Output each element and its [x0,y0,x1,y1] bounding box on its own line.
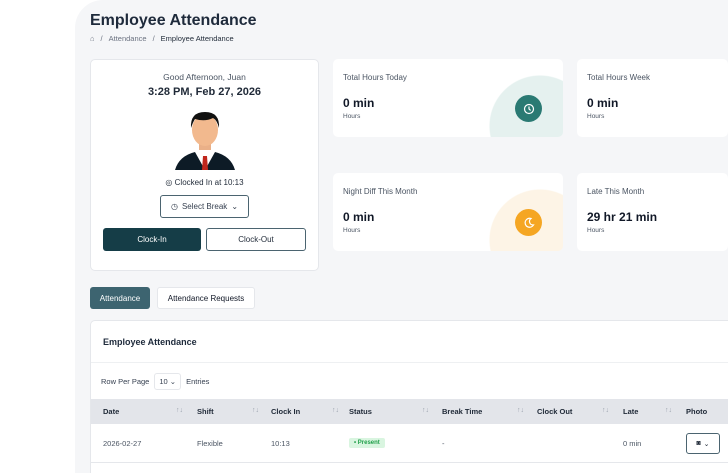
chevron-down-icon: ⌄ [231,202,239,211]
col-shift[interactable]: Shift [197,407,214,416]
rows-per-page-select[interactable]: 10 ⌄ [154,373,182,390]
home-icon[interactable]: ⌂ [90,34,95,43]
page-title: Employee Attendance [90,12,257,29]
breadcrumb: ⌂ / Attendance / Employee Attendance [90,34,234,43]
clock-icon: ◷ [170,202,178,211]
breadcrumb-current: Employee Attendance [160,34,234,43]
col-photo: Photo [686,407,708,416]
sort-icon[interactable]: ↑↓ [332,407,339,414]
sort-icon[interactable]: ↑↓ [665,407,672,414]
profile-card: Good Afternoon, Juan 3:28 PM, Feb 27, 20… [90,59,319,271]
col-late[interactable]: Late [623,407,639,416]
stat-total-hours-today: Total Hours Today 0 min Hours [333,59,563,137]
stat-total-hours-week: Total Hours Week 0 min Hours [577,59,728,137]
clock-in-button[interactable]: Clock-In [103,228,201,251]
clocked-in-status: ◎ Clocked In at 10:13 [165,178,244,187]
avatar [174,112,235,170]
table-title: Employee Attendance [103,337,197,347]
stat-night-diff: Night Diff This Month 0 min Hours [333,173,563,251]
sort-icon[interactable]: ↑↓ [176,407,183,414]
fingerprint-icon: ◎ [165,178,173,187]
col-clock-in[interactable]: Clock In [271,407,301,416]
divider [91,362,728,363]
tab-attendance[interactable]: Attendance [90,287,150,309]
status-badge: • Present [349,437,385,448]
select-break-dropdown[interactable]: ◷ Select Break ⌄ [160,195,249,218]
camera-icon: ◙ [696,440,701,447]
sort-icon[interactable]: ↑↓ [252,407,259,414]
current-datetime: 3:28 PM, Feb 27, 2026 [147,86,262,98]
stat-late-this-month: Late This Month 29 hr 21 min Hours [577,173,728,251]
col-break-time[interactable]: Break Time [442,407,483,416]
sort-icon[interactable]: ↑↓ [517,407,524,414]
table-row: 2026-02-27 Flexible 10:13 • Present - 0 … [91,424,728,463]
attendance-table-card: Employee Attendance Row Per Page 10 ⌄ En… [90,320,728,473]
photo-dropdown-button[interactable]: ◙ ⌄ [686,433,720,454]
sort-icon[interactable]: ↑↓ [422,407,429,414]
rows-per-page: Row Per Page 10 ⌄ Entries [101,373,209,390]
col-date[interactable]: Date [103,407,120,416]
clock-icon [515,95,542,122]
col-clock-out[interactable]: Clock Out [537,407,573,416]
greeting: Good Afternoon, Juan [163,72,246,82]
breadcrumb-attendance[interactable]: Attendance [108,34,147,43]
sort-icon[interactable]: ↑↓ [602,407,609,414]
chevron-down-icon: ⌄ [703,440,710,448]
col-status[interactable]: Status [349,407,372,416]
table-header: Date ↑↓ Shift ↑↓ Clock In ↑↓ Status ↑↓ Break… [91,399,728,424]
tab-attendance-requests[interactable]: Attendance Requests [157,287,255,309]
moon-icon [515,209,542,236]
clock-out-button[interactable]: Clock-Out [206,228,306,251]
